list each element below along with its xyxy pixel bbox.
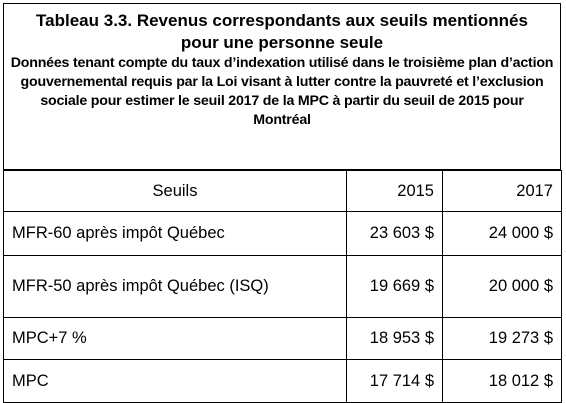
value-cell: 19 669 $ xyxy=(346,255,443,318)
header-cell: 2017 xyxy=(442,170,562,212)
table-heading: Tableau 3.3. Revenus correspondants aux … xyxy=(3,3,561,170)
table-subtitle: Données tenant compte du taux d’indexati… xyxy=(10,55,554,128)
table-row: MPC+7 % 18 953 $19 273 $ xyxy=(3,317,562,360)
value-cell: 18 012 $ xyxy=(442,359,562,403)
row-label: MPC+7 % xyxy=(3,317,347,360)
table-row: MFR-50 après impôt Québec (ISQ) 19 669 $2… xyxy=(3,255,562,318)
data-table: Seuils 2015 2017 MFR-60 après impôt Québ… xyxy=(3,170,562,403)
header-row: Seuils 2015 2017 xyxy=(3,170,562,212)
header-cell: 2015 xyxy=(346,170,443,212)
value-cell: 17 714 $ xyxy=(346,359,443,403)
value-cell: 20 000 $ xyxy=(442,255,562,318)
table-title: Tableau 3.3. Revenus correspondants aux … xyxy=(36,11,528,52)
row-label: MFR-60 après impôt Québec xyxy=(3,211,347,256)
value-cell: 19 273 $ xyxy=(442,317,562,360)
header-cell: Seuils xyxy=(3,170,347,212)
row-label: MPC xyxy=(3,359,347,403)
value-cell: 24 000 $ xyxy=(442,211,562,256)
row-label: MFR-50 après impôt Québec (ISQ) xyxy=(3,255,347,318)
table-row: MFR-60 après impôt Québec 23 603 $24 000 … xyxy=(3,211,562,256)
table-body: Seuils 2015 2017 MFR-60 après impôt Québ… xyxy=(3,170,562,403)
table-figure: Tableau 3.3. Revenus correspondants aux … xyxy=(3,3,562,403)
value-cell: 23 603 $ xyxy=(346,211,443,256)
value-cell: 18 953 $ xyxy=(346,317,443,360)
table-row: MPC 17 714 $18 012 $ xyxy=(3,359,562,403)
